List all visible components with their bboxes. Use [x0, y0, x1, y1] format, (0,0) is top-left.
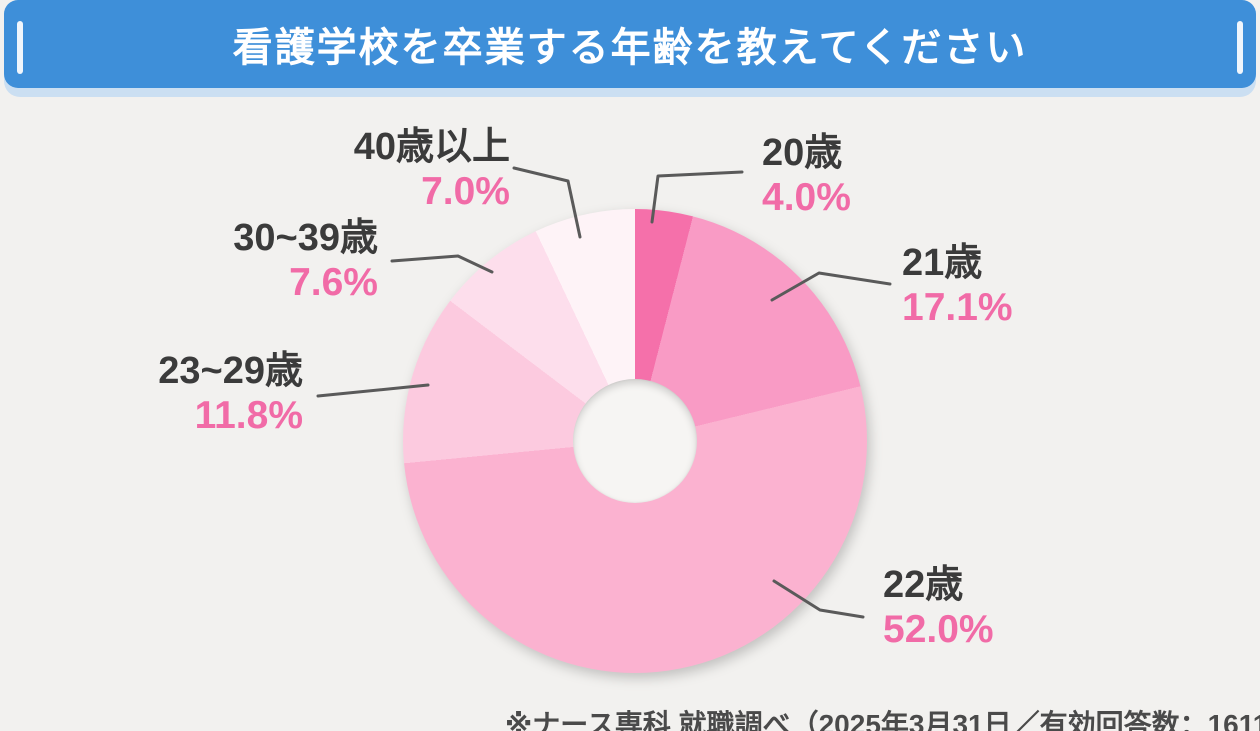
source-footnote: ※ナース専科 就職調べ（2025年3月31日／有効回答数：1611） — [505, 709, 1260, 731]
segment-category: 21歳 — [902, 242, 983, 284]
segment-label-40sai-ijou: 40歳以上 7.0% — [354, 124, 510, 214]
segment-category: 23~29歳 — [158, 350, 303, 392]
segment-label-23-29sai: 23~29歳 11.8% — [158, 348, 303, 438]
donut-hole — [573, 379, 697, 503]
segment-label-21sai: 21歳 17.1% — [902, 240, 1013, 330]
header-underlay: 看護学校を卒業する年齢を教えてください — [4, 0, 1256, 97]
segment-category: 40歳以上 — [353, 126, 510, 168]
header-bar: 看護学校を卒業する年齢を教えてください — [4, 0, 1256, 88]
segment-percentage: 17.1% — [902, 286, 1013, 329]
segment-percentage: 7.0% — [421, 170, 510, 213]
segment-percentage: 4.0% — [762, 176, 851, 219]
segment-label-22sai: 22歳 52.0% — [883, 562, 994, 652]
page-title: 看護学校を卒業する年齢を教えてください — [232, 26, 1028, 70]
header-accent-bar-right — [1237, 21, 1243, 74]
segment-label-20sai: 20歳 4.0% — [762, 130, 851, 220]
segment-category: 30~39歳 — [233, 217, 378, 259]
header-accent-bar-left — [17, 21, 23, 74]
segment-category: 20歳 — [762, 132, 843, 174]
segment-percentage: 7.6% — [289, 261, 378, 304]
segment-category: 22歳 — [883, 564, 964, 606]
segment-label-30-39sai: 30~39歳 7.6% — [233, 215, 378, 305]
segment-percentage: 11.8% — [194, 394, 303, 437]
segment-percentage: 52.0% — [883, 608, 994, 651]
